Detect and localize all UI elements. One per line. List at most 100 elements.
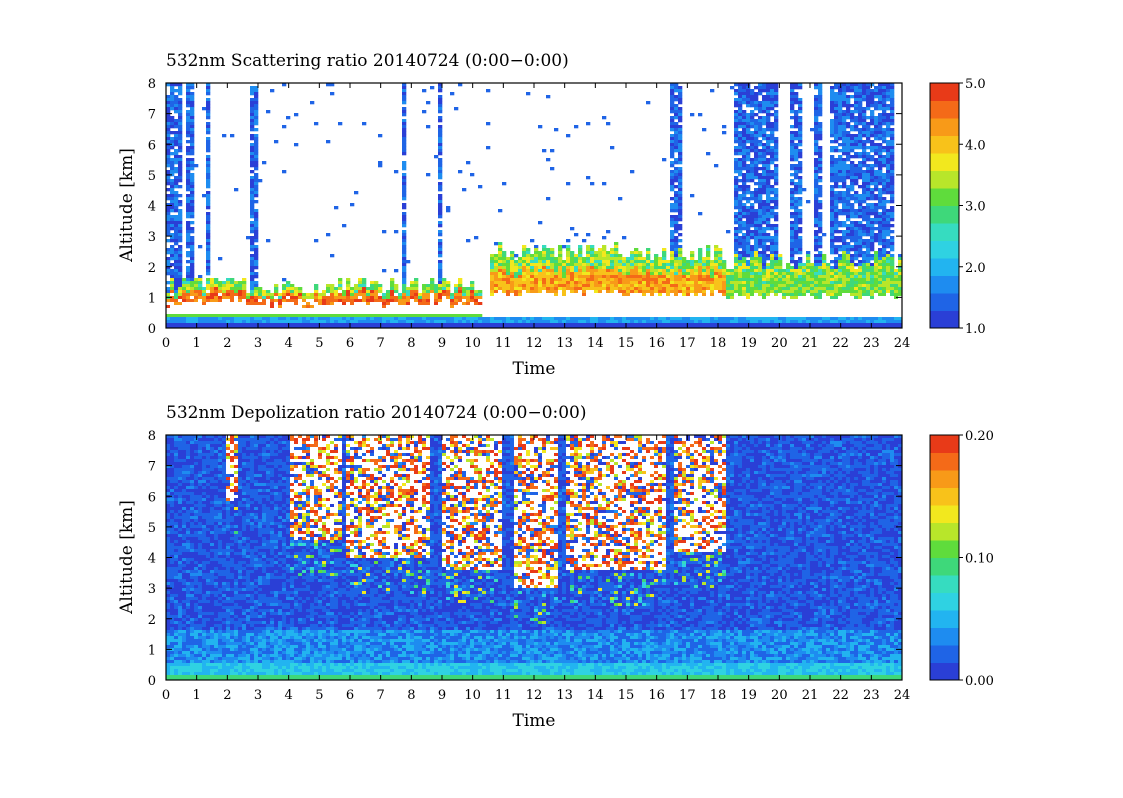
heatmap-cell (770, 224, 775, 228)
heatmap-cell (330, 284, 335, 288)
heatmap-cell (254, 284, 259, 288)
heatmap-cell (458, 287, 463, 291)
heatmap-cell (254, 302, 259, 306)
heatmap-cell (218, 302, 223, 306)
heatmap-cell (310, 302, 315, 306)
heatmap-cell (746, 263, 751, 267)
heatmap-cell (754, 152, 759, 156)
heatmap-cell (202, 302, 207, 306)
heatmap-cell (458, 278, 463, 282)
heatmap-cell (538, 323, 543, 327)
heatmap-cell (238, 299, 243, 303)
heatmap-cell (682, 308, 687, 312)
heatmap-cell (266, 314, 271, 318)
heatmap-cell (766, 86, 771, 90)
heatmap-cell (622, 236, 627, 240)
heatmap-cell (410, 326, 415, 328)
heatmap-cell (818, 188, 823, 192)
heatmap-cell (518, 305, 523, 309)
heatmap-cell (214, 287, 219, 291)
heatmap-cell (494, 272, 499, 276)
heatmap-cell (186, 89, 191, 93)
heatmap-cell (166, 221, 171, 225)
heatmap-cell (558, 311, 563, 315)
heatmap-cell (482, 320, 487, 324)
heatmap-cell (594, 320, 599, 324)
heatmap-cell (794, 290, 799, 294)
heatmap-cell (562, 269, 567, 273)
heatmap-cell (614, 257, 619, 261)
heatmap-cell (418, 326, 423, 328)
heatmap-cell (402, 188, 407, 192)
heatmap-cell (426, 305, 431, 309)
heatmap-cell (738, 227, 743, 231)
heatmap-cell (506, 317, 511, 321)
heatmap-cell (634, 287, 639, 291)
heatmap-cell (670, 146, 675, 150)
heatmap-cell (382, 305, 387, 309)
heatmap-cell (238, 314, 243, 318)
heatmap-cell (742, 194, 747, 198)
heatmap-cell (266, 317, 271, 321)
heatmap-cell (746, 317, 751, 321)
heatmap-cell (290, 317, 295, 321)
heatmap-cell (442, 293, 447, 297)
heatmap-cell (766, 92, 771, 96)
heatmap-cell (670, 116, 675, 120)
heatmap-cell (494, 308, 499, 312)
heatmap-cell (638, 296, 643, 300)
heatmap-cell (278, 308, 283, 312)
heatmap-cell (254, 101, 259, 105)
heatmap-cell (794, 86, 799, 90)
heatmap-cell (462, 326, 467, 328)
heatmap-cell (558, 302, 563, 306)
heatmap-cell (678, 326, 683, 328)
heatmap-cell (734, 125, 739, 129)
heatmap-cell (790, 152, 795, 156)
heatmap-cell (290, 320, 295, 324)
heatmap-cell (522, 287, 527, 291)
heatmap-cell (490, 275, 495, 279)
heatmap-cell (406, 290, 411, 294)
heatmap-cell (662, 314, 667, 318)
heatmap-cell (778, 311, 783, 315)
heatmap-cell (674, 137, 679, 141)
heatmap-cell (438, 146, 443, 150)
heatmap-cell (754, 272, 759, 276)
heatmap-cell (494, 296, 499, 300)
heatmap-cell (174, 275, 179, 279)
heatmap-cell (762, 254, 767, 258)
heatmap-cell (766, 323, 771, 327)
heatmap-cell (310, 101, 315, 105)
heatmap-cell (710, 317, 715, 321)
heatmap-cell (678, 128, 683, 132)
heatmap-cell (582, 326, 587, 328)
heatmap-cell (222, 323, 227, 327)
heatmap-cell (210, 320, 215, 324)
heatmap-cell (438, 209, 443, 213)
heatmap-cell (202, 320, 207, 324)
heatmap-cell (410, 290, 415, 294)
heatmap-cell (706, 323, 711, 327)
heatmap-cell (438, 95, 443, 99)
heatmap-cell (578, 314, 583, 318)
heatmap-cell (734, 152, 739, 156)
heatmap-cell (558, 287, 563, 291)
heatmap-cell (494, 326, 499, 328)
heatmap-cell (438, 173, 443, 177)
heatmap-cell (178, 215, 183, 219)
heatmap-cell (674, 311, 679, 315)
heatmap-cell (586, 254, 591, 258)
heatmap-cell (814, 284, 819, 288)
heatmap-cell (426, 173, 431, 177)
heatmap-cell (190, 236, 195, 240)
heatmap-cell (814, 215, 819, 219)
heatmap-cell (774, 146, 779, 150)
heatmap-cell (762, 173, 767, 177)
heatmap-cell (342, 290, 347, 294)
heatmap-cell (350, 296, 355, 300)
heatmap-cell (794, 134, 799, 138)
heatmap-cell (530, 290, 535, 294)
heatmap-cell (378, 296, 383, 300)
heatmap-cell (738, 296, 743, 300)
